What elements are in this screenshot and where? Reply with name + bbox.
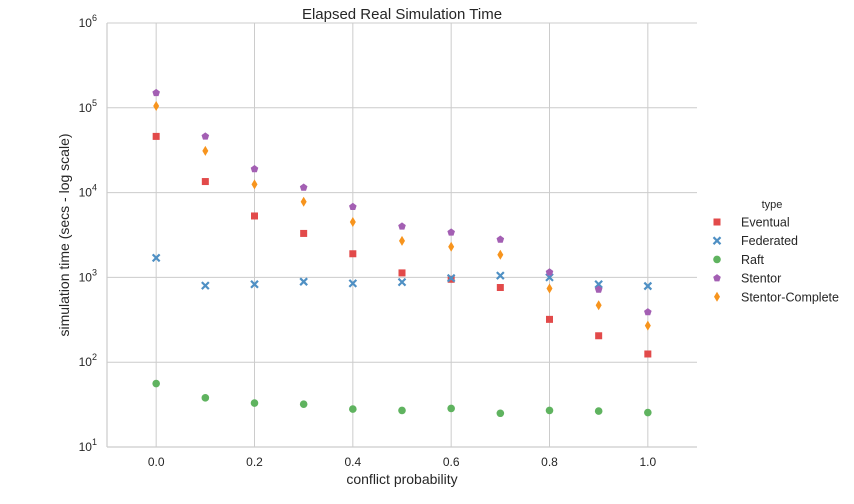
data-point bbox=[496, 271, 505, 280]
legend-label: Raft bbox=[741, 253, 764, 267]
series-raft bbox=[152, 379, 652, 418]
data-point bbox=[399, 235, 405, 246]
legend-marker bbox=[713, 218, 721, 226]
legend-marker bbox=[713, 255, 721, 264]
data-point bbox=[250, 399, 259, 407]
x-axis-ticks: 0.0 0.2 0.4 0.6 0.8 1.0 bbox=[148, 455, 657, 469]
data-point bbox=[546, 283, 553, 294]
legend-label: Stentor bbox=[741, 272, 781, 286]
data-point bbox=[152, 379, 160, 388]
data-point bbox=[595, 332, 603, 340]
data-point bbox=[250, 279, 259, 289]
data-point bbox=[349, 250, 357, 258]
data-point bbox=[152, 132, 160, 140]
legend-label: Federated bbox=[741, 234, 798, 248]
x-tick-label: 0.0 bbox=[148, 455, 165, 469]
data-point bbox=[300, 229, 308, 237]
legend-label: Stentor-Complete bbox=[741, 290, 839, 304]
data-point bbox=[644, 408, 652, 417]
data-point bbox=[643, 281, 653, 291]
series-stentor bbox=[152, 88, 652, 316]
grid bbox=[107, 22, 697, 448]
data-point bbox=[496, 409, 505, 418]
data-point bbox=[349, 217, 356, 228]
data-point bbox=[447, 404, 455, 413]
data-point bbox=[201, 281, 210, 290]
data-point bbox=[594, 285, 603, 293]
y-tick-label: 103 bbox=[79, 267, 97, 284]
data-point bbox=[398, 269, 406, 277]
data-point bbox=[202, 145, 209, 156]
data-point bbox=[496, 235, 505, 243]
series-stentor-complete bbox=[153, 101, 651, 331]
data-point bbox=[153, 101, 160, 112]
data-point bbox=[447, 228, 455, 236]
data-points bbox=[151, 88, 653, 418]
legend-title: type bbox=[762, 199, 783, 211]
x-tick-label: 0.2 bbox=[246, 455, 263, 469]
data-point bbox=[299, 277, 308, 286]
y-axis-ticks: 101 102 103 104 105 106 bbox=[79, 13, 97, 454]
x-tick-label: 0.4 bbox=[344, 455, 361, 469]
data-point bbox=[349, 202, 357, 211]
data-point bbox=[349, 405, 357, 413]
data-point bbox=[446, 273, 456, 283]
data-point bbox=[594, 279, 603, 289]
data-point bbox=[644, 308, 652, 316]
data-point bbox=[595, 300, 602, 311]
y-tick-label: 104 bbox=[79, 183, 97, 200]
data-point bbox=[398, 222, 406, 230]
data-point bbox=[251, 212, 258, 220]
data-point bbox=[299, 183, 308, 191]
data-point bbox=[151, 253, 161, 263]
x-tick-label: 1.0 bbox=[639, 455, 656, 469]
data-point bbox=[644, 350, 652, 358]
data-point bbox=[250, 164, 259, 173]
y-axis-label: simulation time (secs - log scale) bbox=[56, 133, 72, 336]
data-point bbox=[448, 241, 455, 252]
legend: type Eventual Federated Raft Stentor Stentor… bbox=[712, 199, 839, 304]
data-point bbox=[545, 268, 554, 276]
data-point bbox=[594, 407, 603, 415]
data-point bbox=[152, 88, 160, 97]
x-axis-label: conflict probability bbox=[346, 471, 457, 487]
y-tick-label: 101 bbox=[79, 437, 97, 454]
y-tick-label: 102 bbox=[79, 352, 97, 369]
data-point bbox=[201, 132, 210, 140]
x-tick-label: 0.6 bbox=[443, 455, 460, 469]
legend-marker bbox=[714, 291, 720, 302]
data-point bbox=[545, 406, 554, 415]
data-point bbox=[397, 277, 407, 287]
data-point bbox=[496, 284, 504, 292]
data-point bbox=[299, 400, 308, 408]
data-point bbox=[546, 315, 553, 323]
legend-marker bbox=[713, 274, 721, 282]
axes-frame bbox=[106, 23, 697, 448]
series-federated bbox=[151, 253, 653, 291]
legend-label: Eventual bbox=[741, 216, 790, 230]
legend-marker bbox=[712, 236, 722, 245]
data-point bbox=[201, 178, 209, 186]
data-point bbox=[251, 179, 258, 190]
data-point bbox=[201, 394, 210, 402]
data-point bbox=[644, 320, 651, 331]
data-point bbox=[300, 196, 307, 207]
data-point bbox=[348, 279, 358, 288]
y-tick-label: 106 bbox=[79, 13, 97, 30]
data-point bbox=[497, 249, 504, 260]
x-tick-label: 0.8 bbox=[541, 455, 558, 469]
y-tick-label: 105 bbox=[79, 98, 97, 115]
data-point bbox=[398, 406, 406, 415]
chart-title: Elapsed Real Simulation Time bbox=[302, 6, 502, 23]
